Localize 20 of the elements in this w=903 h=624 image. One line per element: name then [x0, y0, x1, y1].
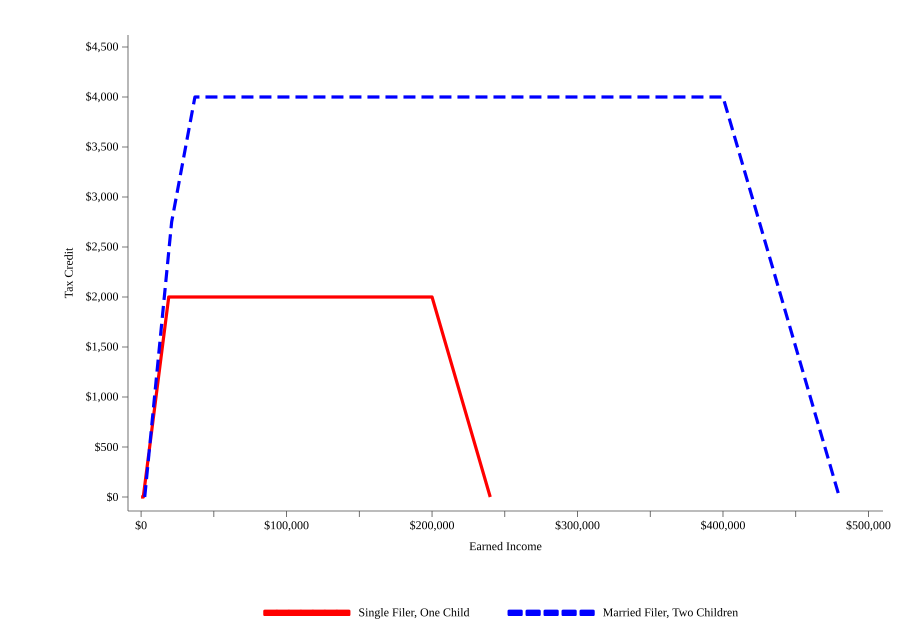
legend-label: Married Filer, Two Children — [603, 608, 738, 618]
x-tick-label: $200,000 — [410, 520, 454, 532]
y-tick-label: $500 — [95, 442, 118, 452]
y-tick-label: $1,500 — [86, 342, 118, 352]
x-tick-label: $400,000 — [701, 520, 745, 532]
x-tick-label: $500,000 — [846, 520, 890, 532]
y-tick-label: $3,500 — [86, 142, 118, 152]
y-tick-label: $3,000 — [86, 192, 118, 202]
y-tick-label: $4,500 — [86, 42, 118, 52]
y-tick-label: $4,000 — [86, 92, 118, 102]
x-tick-label: $100,000 — [264, 520, 309, 532]
y-axis-title: Tax Credit — [64, 248, 73, 298]
y-tick-label: $1,000 — [86, 392, 118, 402]
x-axis-title: Earned Income — [470, 542, 542, 550]
legend-label: Single Filer, One Child — [359, 608, 470, 619]
y-tick-label: $2,500 — [86, 242, 118, 252]
x-tick-label: $300,000 — [556, 520, 600, 532]
y-tick-label: $0 — [107, 492, 118, 502]
x-tick-label: $0 — [136, 520, 147, 530]
y-tick-label: $2,000 — [86, 292, 118, 302]
